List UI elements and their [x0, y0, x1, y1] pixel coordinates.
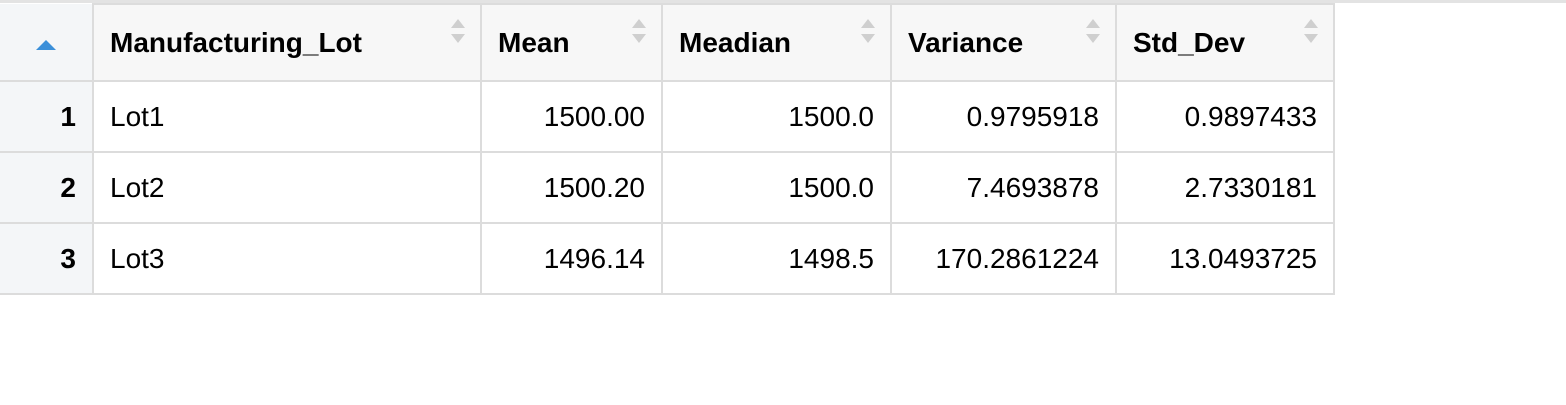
cell-std-dev: 13.0493725: [1115, 222, 1335, 295]
column-header-label: Manufacturing_Lot: [110, 26, 362, 58]
top-divider: [0, 0, 1566, 3]
cell-manufacturing-lot: Lot3: [92, 222, 482, 295]
row-index: 1: [0, 80, 94, 153]
cell-std-dev: 0.9897433: [1115, 80, 1335, 153]
cell-std-dev: 2.7330181: [1115, 151, 1335, 224]
sort-toggle-icon[interactable]: [860, 17, 876, 45]
row-index: 3: [0, 222, 94, 295]
column-header-std-dev[interactable]: Std_Dev: [1115, 3, 1335, 82]
column-header-meadian[interactable]: Meadian: [661, 3, 892, 82]
cell-meadian: 1500.0: [661, 80, 892, 153]
cell-variance: 7.4693878: [890, 151, 1117, 224]
cell-mean: 1500.00: [480, 80, 663, 153]
column-header-label: Mean: [498, 26, 570, 58]
cell-mean: 1496.14: [480, 222, 663, 295]
column-header-manufacturing-lot[interactable]: Manufacturing_Lot: [92, 3, 482, 82]
cell-mean: 1500.20: [480, 151, 663, 224]
column-header-label: Std_Dev: [1133, 26, 1246, 58]
column-header-variance[interactable]: Variance: [890, 3, 1117, 82]
sort-toggle-icon[interactable]: [1085, 17, 1101, 45]
table-row[interactable]: 2 Lot2 1500.20 1500.0 7.4693878 2.733018…: [0, 151, 1335, 224]
cell-meadian: 1498.5: [661, 222, 892, 295]
column-header-label: Variance: [908, 26, 1024, 58]
sort-toggle-icon[interactable]: [450, 17, 466, 45]
column-header-label: Meadian: [679, 26, 792, 58]
data-table: Manufacturing_Lot Mean Meadian Variance: [0, 3, 1335, 295]
row-index-header[interactable]: [0, 4, 94, 82]
column-header-mean[interactable]: Mean: [480, 3, 663, 82]
cell-manufacturing-lot: Lot1: [92, 80, 482, 153]
table-row[interactable]: 3 Lot3 1496.14 1498.5 170.2861224 13.049…: [0, 222, 1335, 295]
sort-toggle-icon[interactable]: [631, 17, 647, 45]
cell-variance: 170.2861224: [890, 222, 1117, 295]
cell-variance: 0.9795918: [890, 80, 1117, 153]
header-row: Manufacturing_Lot Mean Meadian Variance: [0, 3, 1335, 82]
cell-meadian: 1500.0: [661, 151, 892, 224]
table-row[interactable]: 1 Lot1 1500.00 1500.0 0.9795918 0.989743…: [0, 80, 1335, 153]
row-index: 2: [0, 151, 94, 224]
sort-ascending-icon[interactable]: [35, 26, 57, 50]
sort-toggle-icon[interactable]: [1303, 17, 1319, 45]
cell-manufacturing-lot: Lot2: [92, 151, 482, 224]
